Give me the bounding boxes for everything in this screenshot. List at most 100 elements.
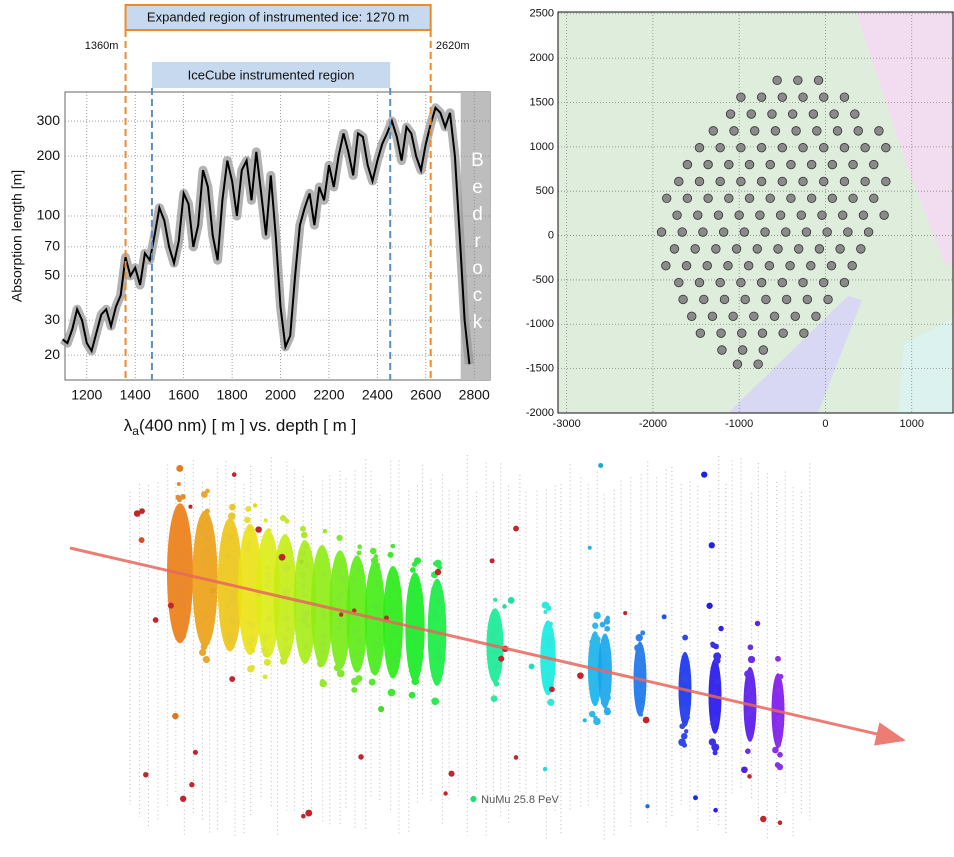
string-position [656,227,667,237]
stray-hit [176,464,184,472]
hit [201,641,208,648]
string-position [682,159,693,170]
hit [178,599,185,606]
hit [301,583,307,588]
hit [599,621,606,628]
hit [713,652,722,661]
stray-hit [489,558,495,564]
hit [772,746,779,754]
string-position [711,244,721,254]
y-tick-label: 30 [44,311,60,327]
hit [282,636,289,643]
hit [227,637,233,644]
hit [203,547,211,554]
string-position [879,210,889,220]
string-position [786,159,796,170]
string-position [662,193,672,204]
hit [712,750,718,756]
x-tick-label: -2000 [639,418,667,430]
hit [247,665,255,673]
stray-hit [189,782,195,788]
hit [356,550,362,556]
hit [493,626,500,633]
string-position [860,143,870,153]
string-position [690,244,700,254]
string-position [669,244,680,254]
hit [639,704,644,709]
string-position [860,176,870,187]
hit [263,658,272,666]
string-position [715,143,725,153]
string-position [829,109,839,119]
expanded-box [124,4,432,31]
string-position [724,193,734,204]
depth-annotation: 1360m [85,40,119,52]
hit [634,667,640,673]
string-position [827,159,838,170]
string-position [793,75,803,86]
hit [603,708,611,716]
hit [199,648,207,657]
stray-hit [513,525,519,532]
string-position [698,227,708,237]
hit [591,685,596,690]
stray-hit [692,795,698,801]
hit [745,710,752,717]
string-position [674,176,684,187]
stray-hit [470,795,477,803]
hit [682,634,689,641]
hit [410,567,416,573]
string-position [694,176,705,187]
x-tick-label: 1400 [120,387,151,403]
hit [775,655,781,662]
string-position [725,109,736,119]
y-tick-label: 1500 [530,96,554,108]
string-position [717,345,727,355]
hit [639,665,644,671]
hit [266,528,271,533]
hit [493,681,500,687]
hit [336,534,343,542]
hit [372,664,379,671]
hit [412,654,417,660]
string-position [761,294,771,305]
hit [593,611,601,620]
string-position [760,227,770,237]
hit [302,610,309,618]
string-position [850,109,860,119]
hit [680,706,688,715]
stray-hit [378,705,385,713]
string-position [813,75,824,86]
hit [543,609,548,614]
string-position [718,227,729,237]
stray-hit [434,568,442,576]
hit [299,525,306,532]
string-position [746,109,756,119]
hit [267,535,272,541]
hit [744,689,751,696]
x-tick-label: 2000 [265,387,296,403]
hit [434,649,440,654]
hit [776,763,784,771]
hit [351,687,358,693]
hit [543,602,550,608]
stray-hit [507,597,515,604]
hit [282,587,289,594]
hit [355,652,360,657]
stray-hit [718,625,724,632]
stray-hit [623,611,628,616]
hit [317,659,325,668]
x-tick-label: 2400 [362,387,393,403]
string-position [672,210,682,220]
string-position [736,143,746,153]
hit [262,633,270,641]
string-position [790,311,800,321]
string-position [796,210,806,220]
hit [337,591,345,599]
y-tick-label: 100 [37,207,61,223]
string-position [715,277,725,288]
string-position [750,126,760,136]
hit [775,687,782,693]
hit [547,698,555,706]
stray-hit [133,510,141,517]
